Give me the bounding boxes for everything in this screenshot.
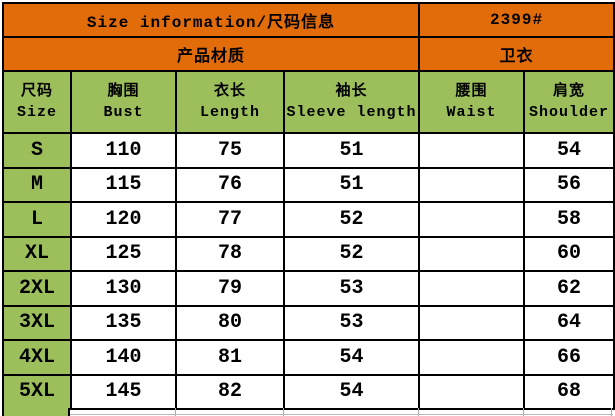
header-shoulder-en: Shoulder bbox=[529, 104, 610, 121]
product-code: 2399# bbox=[418, 2, 615, 38]
header-cell-shoulder: 肩宽 Shoulder bbox=[523, 70, 615, 134]
cutoff-gridline bbox=[283, 408, 284, 416]
size-table-row: 3XL 135 80 53 64 bbox=[2, 304, 615, 341]
title-row: Size information/尺码信息 2399# bbox=[1, 2, 615, 38]
length-value-cell: 80 bbox=[175, 304, 285, 341]
sleeve-length-value-cell: 53 bbox=[282, 304, 421, 341]
material-value: 卫衣 bbox=[418, 36, 615, 72]
waist-value-cell bbox=[418, 201, 526, 238]
shoulder-value-cell: 60 bbox=[523, 235, 615, 272]
sleeve-length-value-cell: 51 bbox=[282, 132, 421, 169]
waist-value-cell bbox=[418, 373, 526, 410]
waist-value-cell bbox=[418, 270, 526, 307]
length-value-cell: 76 bbox=[175, 166, 285, 203]
cutoff-gridline bbox=[611, 408, 612, 416]
sleeve-length-value-cell: 52 bbox=[282, 235, 421, 272]
bust-value-cell: 125 bbox=[70, 235, 177, 272]
size-label-cell: 2XL bbox=[2, 270, 72, 307]
length-value-cell: 78 bbox=[175, 235, 285, 272]
shoulder-value-cell: 68 bbox=[523, 373, 615, 410]
size-table-row: 2XL 130 79 53 62 bbox=[2, 270, 615, 307]
shoulder-value-cell: 54 bbox=[523, 132, 615, 169]
shoulder-value-cell: 58 bbox=[523, 201, 615, 238]
sleeve-length-value-cell: 53 bbox=[282, 270, 421, 307]
waist-value-cell bbox=[418, 304, 526, 341]
header-cell-length: 衣长 Length bbox=[175, 70, 285, 134]
cutoff-gridline bbox=[175, 408, 176, 416]
sleeve-length-value-cell: 51 bbox=[282, 166, 421, 203]
bust-value-cell: 110 bbox=[70, 132, 177, 169]
header-bust-zh: 胸围 bbox=[107, 83, 140, 100]
size-table-row: XL 125 78 52 60 bbox=[2, 235, 615, 272]
header-cell-size: 尺码 Size bbox=[2, 70, 72, 134]
length-value-cell: 81 bbox=[175, 339, 285, 376]
header-sleeve-length-zh: 袖长 bbox=[335, 83, 368, 100]
waist-value-cell bbox=[418, 132, 526, 169]
material-row: 产品材质 卫衣 bbox=[1, 36, 615, 72]
table-title: Size information/尺码信息 bbox=[1, 2, 421, 38]
size-label-cell: L bbox=[2, 201, 72, 238]
bust-value-cell: 140 bbox=[70, 339, 177, 376]
size-table-row: S 110 75 51 54 bbox=[2, 132, 615, 169]
bust-value-cell: 115 bbox=[70, 166, 177, 203]
cutoff-gridline-horizontal bbox=[70, 414, 613, 415]
header-cell-sleeve-length: 袖长 Sleeve length bbox=[282, 70, 421, 134]
header-waist-en: Waist bbox=[446, 104, 497, 121]
shoulder-value-cell: 62 bbox=[523, 270, 615, 307]
shoulder-value-cell: 64 bbox=[523, 304, 615, 341]
size-label-cell: M bbox=[2, 166, 72, 203]
header-shoulder-zh: 肩宽 bbox=[553, 83, 586, 100]
bust-value-cell: 145 bbox=[70, 373, 177, 410]
header-length-zh: 衣长 bbox=[213, 83, 246, 100]
cutoff-gridline bbox=[418, 408, 419, 416]
length-value-cell: 77 bbox=[175, 201, 285, 238]
size-label-cell: S bbox=[2, 132, 72, 169]
waist-value-cell bbox=[418, 235, 526, 272]
size-label-cell: 3XL bbox=[2, 304, 72, 341]
size-table-row: 4XL 140 81 54 66 bbox=[2, 339, 615, 376]
column-header-row: 尺码 Size 胸围 Bust 衣长 Length 袖长 Sleeve leng… bbox=[2, 70, 615, 134]
header-size-zh: 尺码 bbox=[20, 83, 53, 100]
material-label: 产品材质 bbox=[1, 36, 421, 72]
header-cell-bust: 胸围 Bust bbox=[70, 70, 177, 134]
header-waist-zh: 腰围 bbox=[455, 83, 488, 100]
length-value-cell: 79 bbox=[175, 270, 285, 307]
header-length-en: Length bbox=[199, 104, 260, 121]
shoulder-value-cell: 56 bbox=[523, 166, 615, 203]
cutoff-next-row-size-cell bbox=[2, 408, 70, 416]
size-label-cell: XL bbox=[2, 235, 72, 272]
sleeve-length-value-cell: 54 bbox=[282, 339, 421, 376]
bust-value-cell: 120 bbox=[70, 201, 177, 238]
size-table-row: 5XL 145 82 54 68 bbox=[2, 373, 615, 410]
size-table: Size information/尺码信息 2399# 产品材质 卫衣 尺码 S… bbox=[1, 2, 615, 410]
sleeve-length-value-cell: 54 bbox=[282, 373, 421, 410]
length-value-cell: 75 bbox=[175, 132, 285, 169]
length-value-cell: 82 bbox=[175, 373, 285, 410]
header-cell-waist: 腰围 Waist bbox=[418, 70, 526, 134]
cutoff-gridline bbox=[523, 408, 524, 416]
size-label-cell: 5XL bbox=[2, 373, 72, 410]
waist-value-cell bbox=[418, 166, 526, 203]
size-label-cell: 4XL bbox=[2, 339, 72, 376]
header-sleeve-length-en: Sleeve length bbox=[286, 104, 417, 121]
waist-value-cell bbox=[418, 339, 526, 376]
header-bust-en: Bust bbox=[103, 104, 144, 121]
size-table-row: M 115 76 51 56 bbox=[2, 166, 615, 203]
bust-value-cell: 135 bbox=[70, 304, 177, 341]
size-table-row: L 120 77 52 58 bbox=[2, 201, 615, 238]
sleeve-length-value-cell: 52 bbox=[282, 201, 421, 238]
shoulder-value-cell: 66 bbox=[523, 339, 615, 376]
bust-value-cell: 130 bbox=[70, 270, 177, 307]
header-size-en: Size bbox=[16, 104, 57, 121]
